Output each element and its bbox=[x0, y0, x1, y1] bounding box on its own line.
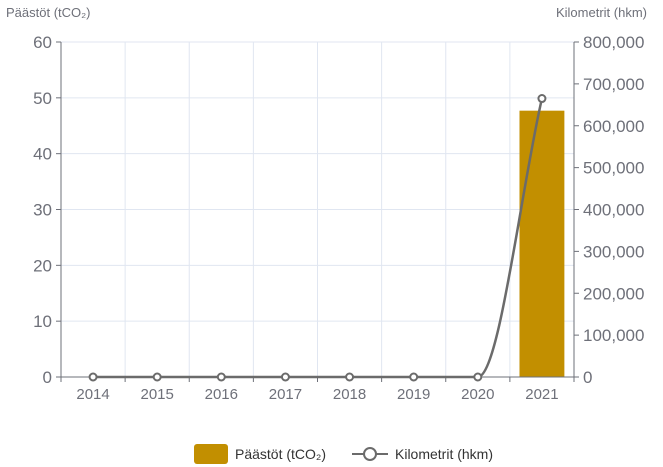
y-right-tick-label: 300,000 bbox=[583, 242, 644, 261]
legend-line-marker[interactable] bbox=[363, 447, 377, 461]
line-point bbox=[216, 372, 226, 382]
line-series bbox=[88, 94, 547, 382]
x-tick-label: 2014 bbox=[76, 386, 109, 403]
x-tick-label: 2020 bbox=[461, 386, 494, 403]
y-left-tick-label: 60 bbox=[33, 33, 52, 52]
y-left-tick-label: 40 bbox=[33, 145, 52, 164]
y-left-tick-label: 0 bbox=[43, 368, 52, 387]
y-right-tick-label: 0 bbox=[583, 368, 592, 387]
line-point bbox=[88, 372, 98, 382]
y-right-tick-label: 800,000 bbox=[583, 33, 644, 52]
legend-line-label[interactable]: Kilometrit (hkm) bbox=[395, 446, 493, 462]
x-tick-label: 2017 bbox=[269, 386, 302, 403]
line-point bbox=[152, 372, 162, 382]
y-right-tick-label: 100,000 bbox=[583, 326, 644, 345]
legend[interactable]: Päästöt (tCO₂) Kilometrit (hkm) bbox=[194, 444, 493, 464]
legend-bar-label[interactable]: Päästöt (tCO₂) bbox=[235, 446, 326, 462]
line-point bbox=[537, 94, 547, 104]
y-right-tick-label: 400,000 bbox=[583, 201, 644, 220]
y-left-tick-label: 30 bbox=[33, 201, 52, 220]
y-right-tick-label: 200,000 bbox=[583, 284, 644, 303]
x-tick-label: 2018 bbox=[333, 386, 366, 403]
x-tick-label: 2019 bbox=[397, 386, 430, 403]
y-left-tick-label: 20 bbox=[33, 256, 52, 275]
line-point bbox=[280, 372, 290, 382]
bar-series bbox=[519, 110, 565, 378]
x-tick-label: 2015 bbox=[141, 386, 174, 403]
y-left-tick-label: 10 bbox=[33, 312, 52, 331]
y-right-tick-label: 500,000 bbox=[583, 159, 644, 178]
y-left-tick-label: 50 bbox=[33, 89, 52, 108]
tick-labels: 0 10 20 30 40 50 60 0 100,000 200,000 300,000 400,0… bbox=[33, 33, 644, 403]
x-tick-label: 2016 bbox=[205, 386, 238, 403]
line-point bbox=[409, 372, 419, 382]
x-tick-label: 2021 bbox=[525, 386, 558, 403]
y-right-tick-label: 600,000 bbox=[583, 117, 644, 136]
line-point bbox=[473, 372, 483, 382]
y-right-axis-title: Kilometrit (hkm) bbox=[556, 5, 647, 20]
legend-bar-swatch[interactable] bbox=[194, 444, 228, 464]
bar bbox=[519, 110, 565, 378]
y-left-axis-title: Päästöt (tCO₂) bbox=[6, 5, 91, 20]
grid-lines bbox=[61, 41, 574, 377]
line-point bbox=[345, 372, 355, 382]
y-right-tick-label: 700,000 bbox=[583, 75, 644, 94]
